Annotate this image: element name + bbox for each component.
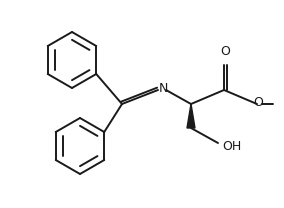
Text: O: O — [253, 97, 263, 109]
Text: O: O — [220, 45, 230, 58]
Polygon shape — [187, 104, 195, 128]
Text: N: N — [158, 82, 168, 94]
Text: OH: OH — [222, 140, 241, 152]
